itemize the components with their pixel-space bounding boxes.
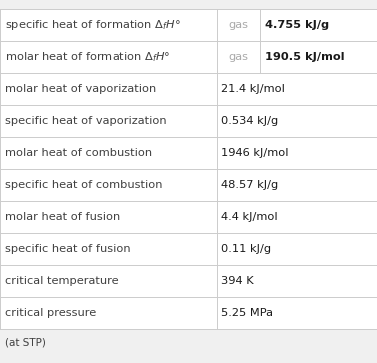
Text: 190.5 kJ/mol: 190.5 kJ/mol — [265, 52, 344, 62]
Bar — [0, 105, 377, 137]
Bar — [0, 169, 377, 201]
Bar — [0, 137, 377, 169]
Text: critical temperature: critical temperature — [5, 276, 118, 286]
Bar — [0, 73, 377, 105]
Text: specific heat of vaporization: specific heat of vaporization — [5, 116, 166, 126]
Text: specific heat of fusion: specific heat of fusion — [5, 244, 130, 254]
Text: 4.755 kJ/g: 4.755 kJ/g — [265, 20, 329, 30]
Text: molar heat of fusion: molar heat of fusion — [5, 212, 120, 222]
Text: 4.4 kJ/mol: 4.4 kJ/mol — [221, 212, 278, 222]
Text: gas: gas — [228, 20, 248, 30]
Bar — [0, 265, 377, 297]
Text: specific heat of formation $\Delta_f H°$: specific heat of formation $\Delta_f H°$ — [5, 18, 180, 32]
Bar — [0, 201, 377, 233]
Text: 0.11 kJ/g: 0.11 kJ/g — [221, 244, 271, 254]
Text: 0.534 kJ/g: 0.534 kJ/g — [221, 116, 279, 126]
Text: critical pressure: critical pressure — [5, 307, 96, 318]
Text: specific heat of combustion: specific heat of combustion — [5, 180, 162, 190]
Bar — [0, 233, 377, 265]
Text: molar heat of formation $\Delta_f H°$: molar heat of formation $\Delta_f H°$ — [5, 50, 170, 64]
Text: molar heat of vaporization: molar heat of vaporization — [5, 84, 156, 94]
Text: 5.25 MPa: 5.25 MPa — [221, 307, 273, 318]
Bar — [0, 41, 377, 73]
Bar — [0, 9, 377, 41]
Text: 1946 kJ/mol: 1946 kJ/mol — [221, 148, 289, 158]
Text: molar heat of combustion: molar heat of combustion — [5, 148, 152, 158]
Text: 48.57 kJ/g: 48.57 kJ/g — [221, 180, 279, 190]
Text: 21.4 kJ/mol: 21.4 kJ/mol — [221, 84, 285, 94]
Text: (at STP): (at STP) — [5, 338, 45, 348]
Text: 394 K: 394 K — [221, 276, 254, 286]
Bar — [0, 297, 377, 329]
Text: gas: gas — [228, 52, 248, 62]
